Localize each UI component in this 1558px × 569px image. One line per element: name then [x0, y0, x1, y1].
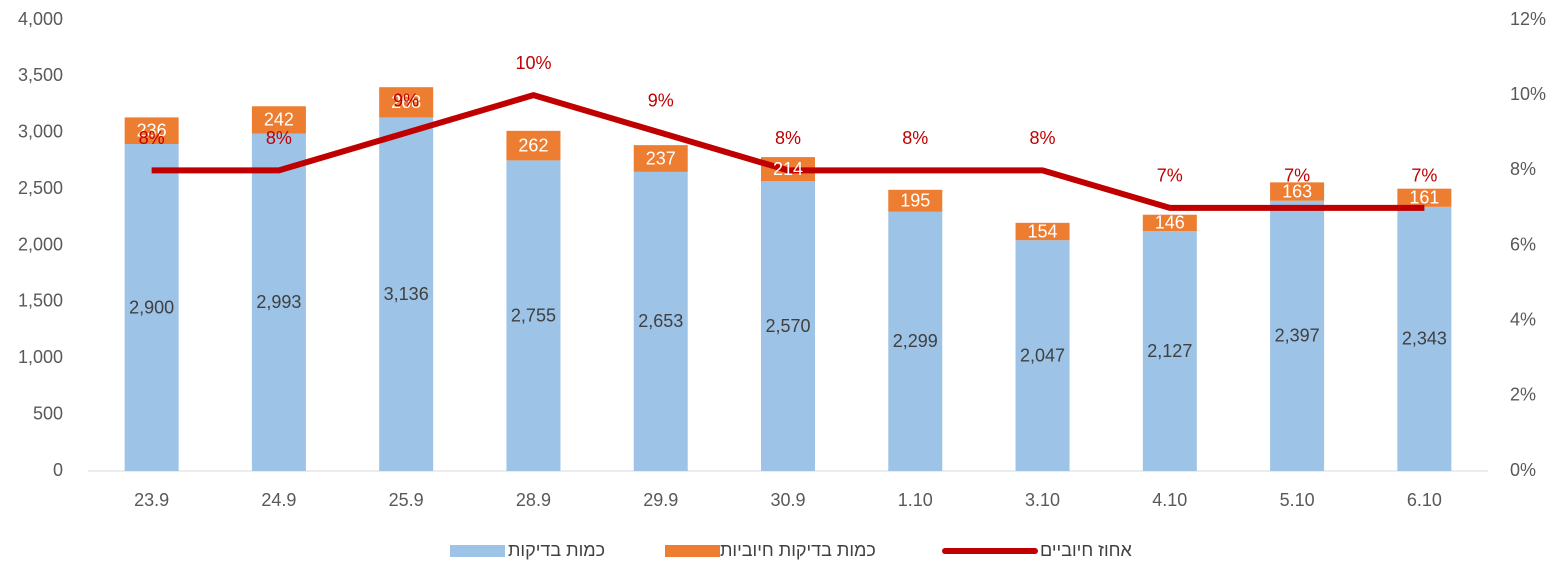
- line-label: 8%: [1030, 128, 1056, 148]
- x-tick-label: 5.10: [1280, 490, 1315, 510]
- x-tick-label: 4.10: [1152, 490, 1187, 510]
- y-tick-label: 3,000: [18, 122, 63, 142]
- bar-label: 2,993: [256, 292, 301, 312]
- y-tick-label: 3,500: [18, 65, 63, 85]
- line-label: 8%: [902, 128, 928, 148]
- bar-label: 2,397: [1275, 326, 1320, 346]
- bar: [379, 87, 434, 118]
- legend-swatch: [665, 545, 720, 557]
- bar-label: 2,900: [129, 297, 174, 317]
- bar: [633, 145, 688, 172]
- bar-label: 154: [1028, 221, 1058, 241]
- bar-label: 242: [264, 110, 294, 130]
- y-tick-label: 1,500: [18, 291, 63, 311]
- x-tick-label: 30.9: [770, 490, 805, 510]
- x-tick-label: 25.9: [389, 490, 424, 510]
- bar-label: 2,653: [638, 311, 683, 331]
- x-tick-label: 1.10: [898, 490, 933, 510]
- bar: [506, 160, 561, 471]
- bar: [1015, 240, 1070, 471]
- legend-label: כמות בדיקות: [508, 540, 605, 560]
- bar: [761, 181, 815, 472]
- line-label: 8%: [139, 128, 165, 148]
- bar-label: 236: [137, 120, 167, 140]
- y-tick-label: 0: [53, 460, 63, 480]
- bar-label: 195: [900, 191, 930, 211]
- bar: [1397, 206, 1452, 471]
- bar: [124, 144, 179, 471]
- x-tick-label: 24.9: [261, 490, 296, 510]
- line-label: 9%: [393, 91, 419, 111]
- line-label: 7%: [1157, 166, 1183, 186]
- y2-tick-label: 8%: [1510, 159, 1536, 179]
- x-tick-label: 6.10: [1407, 490, 1442, 510]
- bar-label: 2,127: [1147, 341, 1192, 361]
- y2-tick-label: 12%: [1510, 9, 1546, 29]
- bar: [251, 106, 306, 134]
- bar: [633, 171, 688, 471]
- bar: [1142, 231, 1197, 471]
- line-label: 8%: [266, 128, 292, 148]
- bar: [1270, 200, 1325, 471]
- bar: [251, 133, 306, 471]
- legend-label: כמות בדיקות חיוביות: [720, 540, 876, 560]
- y-tick-label: 2,000: [18, 234, 63, 254]
- y2-tick-label: 2%: [1510, 385, 1536, 405]
- y2-tick-label: 6%: [1510, 234, 1536, 254]
- line: [151, 92, 1425, 211]
- bar-label: 2,755: [511, 305, 556, 325]
- bar-label: 214: [773, 159, 803, 179]
- bar-label: 161: [1409, 188, 1439, 208]
- x-tick-label: 28.9: [516, 490, 551, 510]
- y2-tick-label: 10%: [1510, 84, 1546, 104]
- x-tick-label: 23.9: [134, 490, 169, 510]
- y-tick-label: 4,000: [18, 9, 63, 29]
- bar-label: 2,047: [1020, 345, 1065, 365]
- bar: [1270, 182, 1325, 201]
- y2-tick-label: 0%: [1510, 460, 1536, 480]
- y2-tick-label: 4%: [1510, 309, 1536, 329]
- bar: [888, 189, 943, 212]
- bar-label: 2,343: [1402, 329, 1447, 349]
- legend-label: אחוז חיוביים: [1040, 540, 1133, 560]
- x-tick-label: 3.10: [1025, 490, 1060, 510]
- bar-label: 3,136: [384, 284, 429, 304]
- line-label: 7%: [1284, 166, 1310, 186]
- bar: [888, 211, 943, 471]
- bar: [379, 117, 434, 471]
- y-tick-label: 2,500: [18, 178, 63, 198]
- y-tick-label: 500: [33, 403, 63, 423]
- bar: [506, 130, 561, 161]
- bar-label: 163: [1282, 181, 1312, 201]
- bar: [1015, 222, 1070, 241]
- bar-label: 268: [391, 92, 421, 112]
- line-label: 7%: [1411, 166, 1437, 186]
- bar-label: 262: [518, 135, 548, 155]
- bar-label: 2,299: [893, 331, 938, 351]
- x-tick-label: 29.9: [643, 490, 678, 510]
- y-tick-label: 1,000: [18, 347, 63, 367]
- bar-label: 237: [646, 148, 676, 168]
- bar: [1142, 214, 1197, 232]
- line-label: 10%: [515, 53, 551, 73]
- bar-label: 2,570: [765, 316, 810, 336]
- bar: [124, 117, 179, 145]
- legend-swatch: [450, 545, 505, 557]
- line-label: 8%: [775, 128, 801, 148]
- line-label: 9%: [648, 91, 674, 111]
- bar-label: 146: [1155, 213, 1185, 233]
- bar: [1397, 188, 1452, 207]
